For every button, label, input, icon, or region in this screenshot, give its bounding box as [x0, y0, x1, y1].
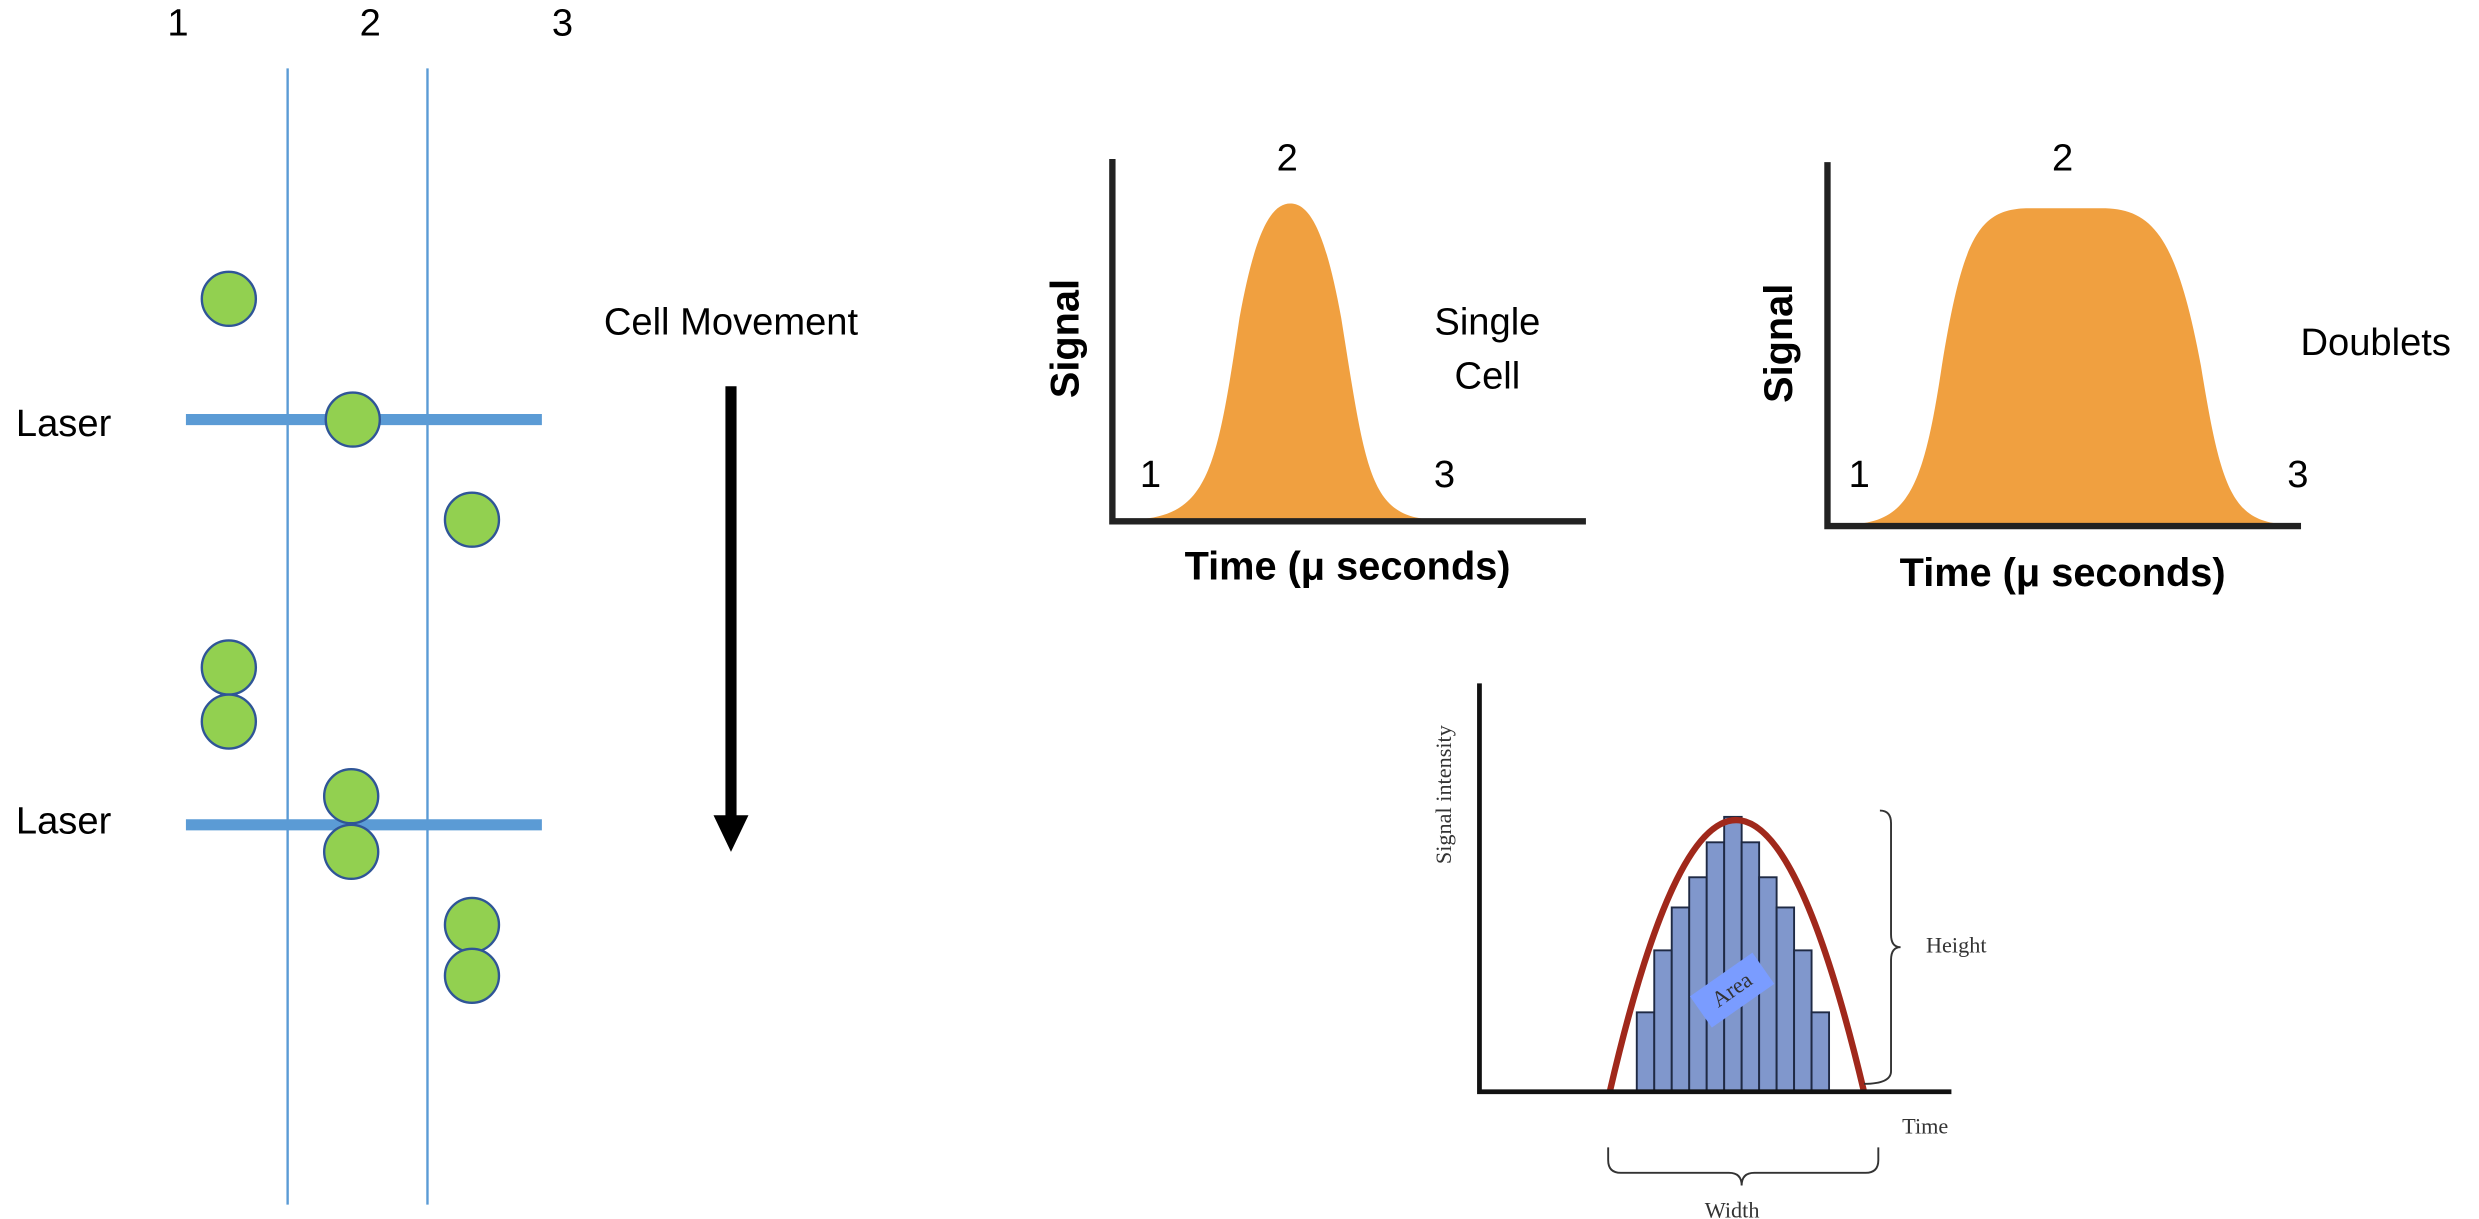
point-label: 1	[1849, 453, 1870, 496]
bar	[1688, 876, 1708, 1093]
bar	[1670, 906, 1691, 1093]
bar	[1775, 906, 1796, 1093]
y-axis-label: Signal	[1043, 279, 1087, 398]
signal-curve	[1606, 817, 1868, 1093]
x-axis-label: Time (μ seconds)	[1185, 544, 1511, 588]
arrow-head	[713, 815, 749, 852]
cell	[322, 823, 380, 881]
point-label: 3	[2287, 453, 2308, 496]
width-brace	[1607, 1147, 1880, 1186]
x-axis-label: Time (μ seconds)	[1900, 551, 2226, 595]
y-axis-label: Signal	[1757, 284, 1801, 403]
point-label: 3	[1434, 453, 1455, 496]
axes	[1824, 162, 2302, 530]
point-label: 1	[1140, 453, 1161, 496]
pulse-plot: Signal Time (μ seconds) 1 2 3 Doublets	[1757, 137, 2451, 595]
cell	[443, 947, 501, 1004]
axes	[1477, 683, 1952, 1095]
height-brace	[1864, 809, 1901, 1085]
cell	[200, 639, 258, 696]
point-label: 2	[1277, 137, 1298, 180]
pulse-plot: Signal Time (μ seconds) 1 2 3 Single Cel…	[1043, 137, 1586, 588]
point-label: 2	[2052, 137, 2073, 180]
bar	[1810, 1011, 1831, 1093]
flow-diagram: 1 2 3 Laser Laser Cell Movement	[16, 2, 859, 1205]
bar	[1723, 815, 1743, 1093]
bar	[1635, 1011, 1656, 1093]
pulse-curve	[1843, 208, 2294, 525]
cell	[200, 693, 258, 750]
bar	[1653, 949, 1673, 1093]
bar	[1793, 949, 1813, 1093]
bar	[1705, 841, 1726, 1093]
cell	[322, 768, 380, 825]
column-label: 2	[360, 2, 381, 45]
cell	[200, 270, 258, 328]
caption: Doublets	[2300, 321, 2450, 364]
column-label: 3	[552, 2, 573, 45]
area-tag-bg	[1689, 952, 1775, 1028]
pulse-curve	[1125, 203, 1440, 520]
y-axis-label: Signal intensity	[1431, 724, 1456, 864]
cell	[324, 391, 381, 448]
width-label: Width	[1705, 1198, 1760, 1219]
laser-label: Laser	[16, 799, 112, 842]
cell	[443, 491, 501, 548]
axes	[1109, 158, 1586, 525]
caption: Single	[1434, 300, 1540, 343]
column-label: 1	[167, 2, 188, 45]
x-axis-label: Time	[1902, 1113, 1948, 1138]
area-plot: Area Height Width Time Signal intensity	[1431, 683, 1987, 1219]
movement-label: Cell Movement	[604, 300, 859, 343]
height-label: Height	[1926, 932, 1987, 957]
caption: Cell	[1455, 354, 1521, 397]
cell	[443, 896, 501, 954]
laser-label: Laser	[16, 402, 112, 445]
